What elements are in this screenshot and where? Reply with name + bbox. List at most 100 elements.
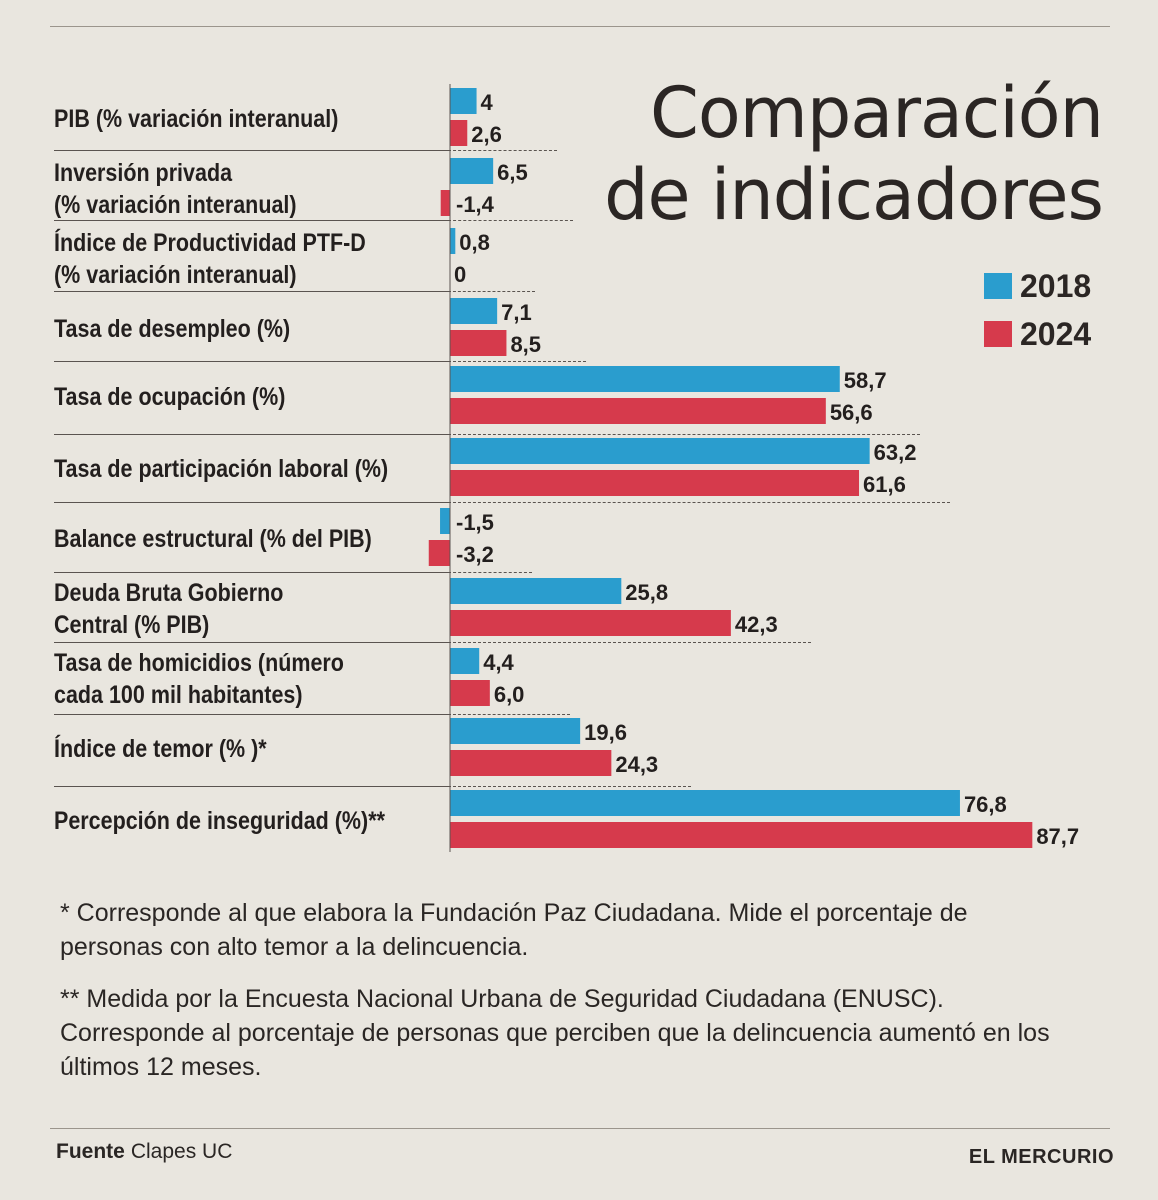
bar-2024 [450, 680, 490, 706]
legend-label-2018: 2018 [1020, 267, 1092, 304]
category-label-line: (% variación interanual) [54, 191, 297, 219]
row-separator [54, 642, 448, 643]
row-separator-dashed [448, 220, 574, 221]
legend-item-2018: 2018 [984, 262, 1091, 310]
row-separator [54, 150, 448, 151]
data-label-2024: -1,4 [456, 192, 495, 217]
row-separator-dashed [448, 434, 920, 435]
row-separator-dashed [448, 714, 570, 715]
category-label-line: cada 100 mil habitantes) [54, 681, 303, 709]
category-label: Balance estructural (% del PIB) [54, 523, 381, 555]
chart-title: Comparación de indicadores [604, 72, 1104, 236]
data-label-2018: 0,8 [459, 230, 490, 255]
bar-2018 [450, 366, 840, 392]
bar-2018 [450, 88, 477, 114]
bar-2018 [450, 298, 498, 324]
row-separator [54, 361, 448, 362]
bar-2018 [450, 648, 480, 674]
data-label-2024: 56,6 [830, 400, 873, 425]
data-label-2018: 76,8 [964, 792, 1007, 817]
category-label-line: Índice de Productividad PTF-D [54, 229, 366, 257]
row-separator [54, 434, 448, 435]
category-label-line: Tasa de ocupación (%) [54, 383, 286, 411]
bar-2024 [450, 822, 1033, 848]
bar-2018 [440, 508, 450, 534]
legend-swatch-2024 [984, 321, 1012, 347]
source: Fuente Clapes UC [56, 1140, 232, 1164]
category-label-line: Central (% PIB) [54, 611, 210, 639]
row-separator [54, 572, 448, 573]
category-label: PIB (% variación interanual) [54, 103, 381, 135]
legend-label-2024: 2024 [1020, 315, 1092, 352]
row-separator-dashed [448, 291, 536, 292]
category-label: Tasa de participación laboral (%) [54, 453, 389, 485]
bar-2024 [450, 470, 860, 496]
category-label: Inversión privada (% variación interanual… [54, 157, 381, 221]
data-label-2018: 4 [481, 90, 494, 115]
row-separator [54, 786, 448, 787]
data-label-2018: 7,1 [501, 300, 532, 325]
category-label-line: Tasa de participación laboral (%) [54, 455, 389, 483]
data-label-2024: 8,5 [510, 332, 541, 357]
bar-2018 [450, 438, 870, 464]
category-label: Tasa de ocupación (%) [54, 381, 381, 413]
bar-2024 [450, 610, 731, 636]
category-label-line: Tasa de desempleo (%) [54, 315, 291, 343]
source-value: Clapes UC [130, 1140, 233, 1163]
bar-2018 [450, 228, 456, 254]
bar-2018 [450, 578, 622, 604]
bar-2024 [428, 540, 450, 566]
data-label-2018: 19,6 [584, 720, 627, 745]
source-label: Fuente [56, 1140, 125, 1163]
category-label: Índice de temor (% )* [54, 733, 381, 765]
bar-2018 [450, 158, 494, 184]
bar-2024 [450, 120, 468, 146]
title-line-2: de indicadores [604, 154, 1104, 236]
row-separator-dashed [448, 150, 557, 151]
row-separator-dashed [448, 786, 692, 787]
legend: 2018 2024 [984, 262, 1091, 358]
category-label: Tasa de desempleo (%) [54, 313, 381, 345]
data-label-2024: 0 [454, 262, 466, 287]
data-label-2024: 42,3 [735, 612, 778, 637]
top-rule [50, 26, 1110, 27]
category-label: Índice de Productividad PTF-D (% variació… [54, 227, 381, 291]
bar-2024 [440, 190, 450, 216]
title-line-1: Comparación [649, 72, 1104, 154]
data-label-2024: -3,2 [456, 542, 494, 567]
bar-2018 [450, 790, 960, 816]
category-label-line: PIB (% variación interanual) [54, 105, 339, 133]
category-label-line: Inversión privada [54, 159, 233, 187]
data-label-2018: -1,5 [456, 510, 494, 535]
category-label-line: (% variación interanual) [54, 261, 297, 289]
row-separator [54, 502, 448, 503]
legend-item-2024: 2024 [984, 310, 1091, 358]
row-separator-dashed [448, 502, 950, 503]
legend-swatch-2018 [984, 273, 1012, 299]
data-label-2024: 24,3 [615, 752, 658, 777]
bar-2018 [450, 718, 581, 744]
category-label-line: Deuda Bruta Gobierno [54, 579, 284, 607]
category-label-line: Balance estructural (% del PIB) [54, 525, 372, 553]
data-label-2018: 4,4 [483, 650, 514, 675]
row-separator [54, 220, 448, 221]
bar-2024 [450, 330, 507, 356]
bar-chart: 4 2,6 6,5-1,4 0,8 0 7,1 8,5 58,7 56,663,2 61,6 -1,… [428, 84, 1079, 852]
data-label-2018: 58,7 [844, 368, 887, 393]
bottom-rule [50, 1128, 1110, 1129]
data-label-2018: 63,2 [874, 440, 917, 465]
category-label-line: Índice de temor (% )* [54, 735, 267, 763]
footnote-1: * Corresponde al que elabora la Fundació… [60, 899, 968, 961]
category-label-line: Percepción de inseguridad (%)** [54, 807, 385, 835]
data-label-2024: 61,6 [863, 472, 906, 497]
data-label-2024: 87,7 [1036, 824, 1079, 849]
row-separator [54, 714, 448, 715]
data-label-2018: 6,5 [497, 160, 528, 185]
category-label: Tasa de homicidios (número cada 100 mil h… [54, 647, 381, 711]
brand-logo-text: EL MERCURIO [968, 1146, 1114, 1168]
data-label-2024: 6,0 [494, 682, 525, 707]
category-label: Deuda Bruta Gobierno Central (% PIB) [54, 577, 381, 641]
bar-2024 [450, 750, 612, 776]
row-separator [54, 291, 448, 292]
